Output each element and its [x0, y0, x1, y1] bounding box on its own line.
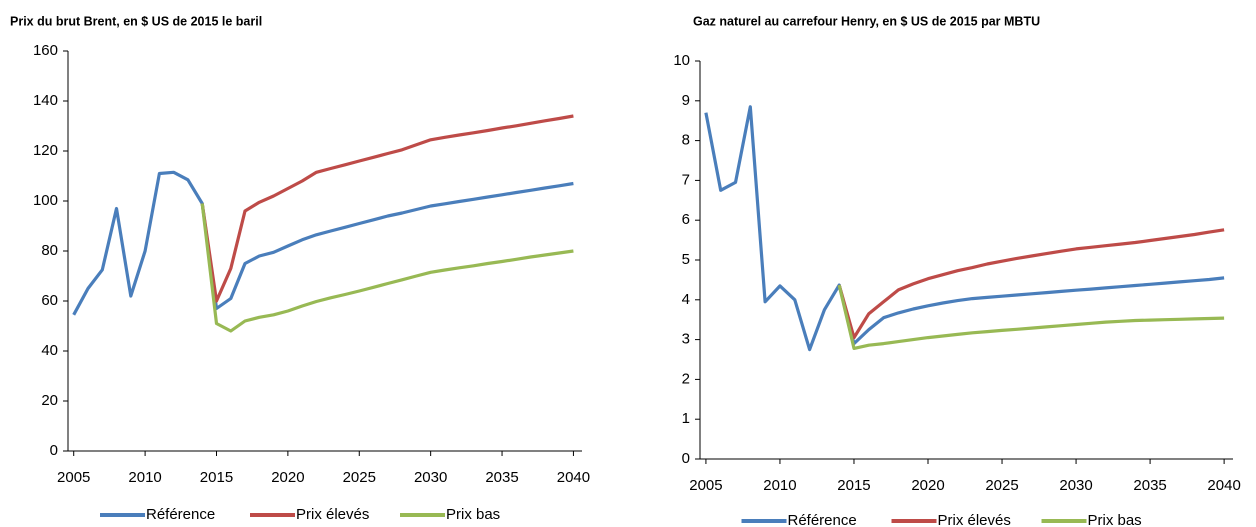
y-tick-label: 6	[682, 211, 690, 228]
y-tick-label: 60	[41, 292, 58, 309]
y-tick-label: 9	[682, 92, 690, 109]
y-tick-label: 7	[682, 171, 690, 188]
x-tick-label: 2035	[1133, 477, 1166, 494]
y-tick-label: 10	[673, 52, 690, 69]
y-tick-label: 40	[41, 342, 58, 359]
y-tick-label: 1	[682, 410, 690, 427]
y-tick-label: 2	[682, 370, 690, 387]
y-tick-label: 20	[41, 392, 58, 409]
y-tick-label: 100	[33, 192, 58, 209]
legend-label: Prix bas	[1088, 512, 1142, 527]
y-tick-label: 4	[682, 291, 690, 308]
y-tick-label: 8	[682, 132, 690, 149]
x-tick-label: 2010	[763, 477, 796, 494]
chart-title: Gaz naturel au carrefour Henry, en $ US …	[693, 14, 1040, 28]
series-line	[200, 203, 574, 333]
y-tick-label: 0	[682, 450, 690, 467]
x-tick-label: 2035	[485, 469, 518, 486]
series-line	[837, 284, 1225, 350]
x-tick-label: 2005	[689, 477, 722, 494]
x-tick-label: 2030	[1059, 477, 1092, 494]
legend-label: Prix élevés	[296, 506, 369, 523]
chart-title: Prix du brut Brent, en $ US de 2015 le b…	[10, 14, 262, 28]
legend-label: Référence	[788, 512, 857, 527]
series-line	[72, 170, 574, 316]
series-line	[704, 105, 1225, 352]
x-tick-label: 2025	[985, 477, 1018, 494]
x-tick-label: 2020	[911, 477, 944, 494]
x-tick-label: 2020	[271, 469, 304, 486]
x-tick-label: 2005	[57, 469, 90, 486]
series-line	[200, 114, 574, 303]
legend-label: Référence	[146, 506, 215, 523]
series-line	[837, 228, 1225, 340]
x-tick-label: 2040	[1207, 477, 1240, 494]
y-tick-label: 140	[33, 92, 58, 109]
y-tick-label: 0	[50, 442, 58, 459]
y-tick-label: 80	[41, 242, 58, 259]
x-tick-label: 2030	[414, 469, 447, 486]
y-tick-label: 3	[682, 331, 690, 348]
x-tick-label: 2010	[128, 469, 161, 486]
y-tick-label: 120	[33, 142, 58, 159]
x-tick-label: 2015	[200, 469, 233, 486]
x-tick-label: 2040	[557, 469, 590, 486]
legend-label: Prix élevés	[938, 512, 1011, 527]
y-tick-label: 160	[33, 42, 58, 59]
y-tick-label: 5	[682, 251, 690, 268]
legend-label: Prix bas	[446, 506, 500, 523]
x-tick-label: 2015	[837, 477, 870, 494]
x-tick-label: 2025	[343, 469, 376, 486]
